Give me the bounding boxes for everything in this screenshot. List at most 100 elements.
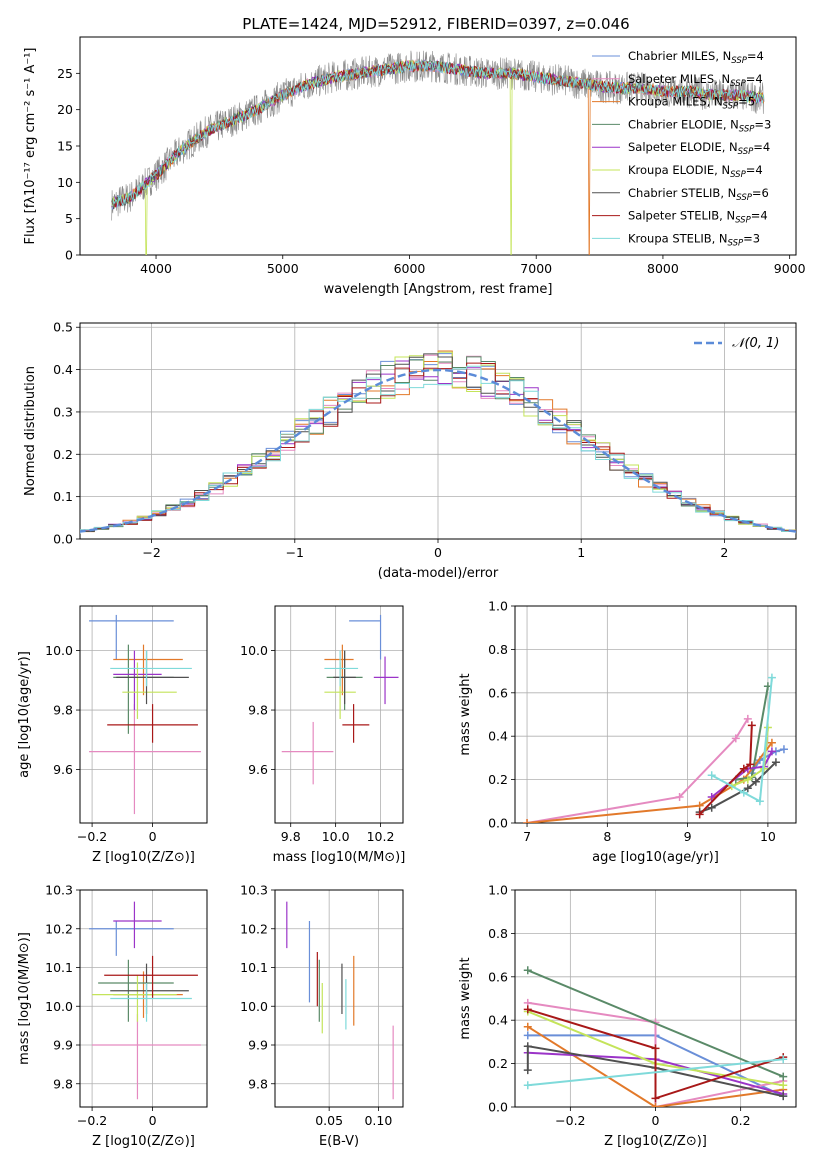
mass-weight-vs-Z-marks xyxy=(523,966,788,1107)
spectrum-axes: 4000 5000 6000 7000 8000 9000 0 5 10 15 20 25 wavele… xyxy=(23,36,806,297)
y-tick-label: 10.0 xyxy=(240,999,268,1014)
x-tick-label: 7 xyxy=(523,829,531,844)
mass-weight-marker xyxy=(523,1005,532,1014)
y-tick-label: 0.3 xyxy=(53,404,73,419)
plot-frame xyxy=(79,605,208,824)
legend-entry: Kroupa ELODIE, NSSP=4 xyxy=(628,163,763,180)
plot-frame xyxy=(79,322,797,540)
plot-frame xyxy=(79,889,208,1108)
plot-frame xyxy=(79,36,797,256)
mass-weight-vs-Z-axes: −0.2 0 0.2 0.0 0.2 0.4 0.6 0.8 1.0 Z [log10(Z/Z⊙)… xyxy=(458,883,797,1149)
x-tick-label: 0.10 xyxy=(364,1113,392,1128)
mass-weight-marker xyxy=(746,760,755,769)
y-axis-label: mass [log10(M/M⊙)] xyxy=(17,932,32,1065)
y-tick-label: 9.8 xyxy=(53,1076,73,1091)
y-tick-label: 9.8 xyxy=(248,703,268,718)
y-tick-label: 1.0 xyxy=(488,883,508,898)
y-tick-label: 9.8 xyxy=(248,1076,268,1091)
y-tick-label: 0.4 xyxy=(488,1013,508,1028)
mass-weight-line xyxy=(527,1008,784,1100)
y-tick-label: 9.9 xyxy=(248,1038,268,1053)
mass-weight-marker xyxy=(707,803,716,812)
mass-weight-marker xyxy=(523,819,532,823)
y-tick-label: 1.0 xyxy=(488,599,508,614)
mass-vs-EBV-axes: 0.05 0.10 9.8 9.9 10.0 10.1 10.2 10.3 E(B-V) xyxy=(240,883,404,1149)
y-tick-label: 0.6 xyxy=(488,685,508,700)
age-vs-Z-axes: −0.2 0 9.6 9.8 10.0 Z [log10(Z/Z⊙)] age [log10… xyxy=(17,605,208,865)
legend-entry: Salpeter ELODIE, NSSP=4 xyxy=(628,140,770,157)
legend-entry: Kroupa MILES, NSSP=5 xyxy=(628,95,755,112)
x-tick-label: 0 xyxy=(149,1113,157,1128)
y-tick-label: 9.6 xyxy=(248,762,268,777)
mass-weight-marker xyxy=(767,673,776,682)
mass-weight-marker xyxy=(767,738,776,747)
mass-weight-marker xyxy=(651,1044,660,1053)
plot-frame xyxy=(514,605,797,824)
y-tick-label: 10 xyxy=(57,175,73,190)
legend-entry: Chabrier MILES, NSSP=4 xyxy=(628,49,764,66)
x-tick-label: 0 xyxy=(149,829,157,844)
y-tick-label: 9.9 xyxy=(53,1038,73,1053)
mass-weight-vs-age-axes: 7 8 9 10 0.0 0.2 0.4 0.6 0.8 1.0 age [log10(age/yr… xyxy=(458,599,797,865)
mass-weight-marker xyxy=(779,1072,788,1081)
mass-weight-marker xyxy=(731,734,740,743)
y-axis-label: mass weight xyxy=(458,957,473,1039)
y-tick-label: 0.8 xyxy=(488,926,508,941)
y-tick-label: 0.0 xyxy=(488,816,508,831)
mass-weight-line xyxy=(750,748,785,774)
x-tick-label: −0.2 xyxy=(555,1113,585,1128)
y-tick-label: 0.0 xyxy=(53,532,73,547)
normal-reference-curve xyxy=(80,368,796,533)
mass-weight-marker xyxy=(739,788,748,797)
y-tick-label: 10.3 xyxy=(240,883,268,898)
mass-weight-marker xyxy=(523,1066,532,1075)
x-tick-label: 2 xyxy=(720,545,728,560)
mass-weight-marker xyxy=(779,745,788,754)
legend-entry: Chabrier ELODIE, NSSP=3 xyxy=(628,117,771,134)
spectrum-legend: Chabrier MILES, NSSP=4 Salpeter MILES, NS… xyxy=(592,49,771,248)
x-axis-label: Z [log10(Z/Z⊙)] xyxy=(92,1134,195,1149)
mass-weight-marker xyxy=(779,1055,788,1064)
mass-vs-Z-marks xyxy=(89,901,201,1100)
mass-weight-marker xyxy=(747,721,756,730)
mass-weight-marker xyxy=(779,1092,788,1101)
x-tick-label: −1 xyxy=(286,545,304,560)
x-tick-label: 10 xyxy=(760,829,776,844)
mass-weight-marker xyxy=(523,1081,532,1090)
y-tick-label: 0.4 xyxy=(488,729,508,744)
y-tick-label: 10.3 xyxy=(45,883,73,898)
x-axis-label: Z [log10(Z/Z⊙)] xyxy=(92,850,195,865)
mass-weight-marker xyxy=(771,758,780,767)
mass-weight-marker xyxy=(523,1031,532,1040)
mass-weight-marker xyxy=(523,1022,532,1031)
x-tick-label: 5000 xyxy=(267,261,299,276)
y-tick-label: 10.0 xyxy=(45,643,73,658)
y-axis-label: mass weight xyxy=(458,673,473,755)
y-tick-label: 10.1 xyxy=(45,960,73,975)
x-tick-label: 4000 xyxy=(140,261,172,276)
x-axis-label: mass [log10(M/M⊙)] xyxy=(273,850,406,865)
legend-entry: Kroupa STELIB, NSSP=3 xyxy=(628,231,760,248)
x-tick-label: 10.2 xyxy=(367,829,395,844)
mass-weight-line xyxy=(527,969,784,1078)
mass-weight-line xyxy=(711,677,773,803)
y-tick-label: 0.0 xyxy=(488,1100,508,1115)
x-axis-label: E(B-V) xyxy=(319,1134,359,1149)
mass-weight-marker xyxy=(707,771,716,780)
x-tick-label: −0.2 xyxy=(77,829,107,844)
x-axis-label: Z [log10(Z/Z⊙)] xyxy=(604,1134,707,1149)
mass-weight-line xyxy=(526,1045,784,1098)
mass-weight-marker xyxy=(755,797,764,806)
residual-histogram-marks xyxy=(80,350,796,534)
plot-frame xyxy=(274,889,404,1108)
y-axis-label: Flux [fλ10⁻¹⁷ erg cm⁻² s⁻¹ A⁻¹] xyxy=(23,48,38,245)
y-tick-label: 20 xyxy=(57,102,73,117)
mass-weight-marker xyxy=(695,810,704,819)
x-tick-label: −2 xyxy=(142,545,160,560)
mass-weight-marker xyxy=(779,1081,788,1090)
mass-weight-marker xyxy=(675,792,684,801)
figure-title: PLATE=1424, MJD=52912, FIBERID=0397, z=0… xyxy=(242,15,629,33)
y-tick-label: 25 xyxy=(57,66,73,81)
y-tick-label: 10.2 xyxy=(240,921,268,936)
